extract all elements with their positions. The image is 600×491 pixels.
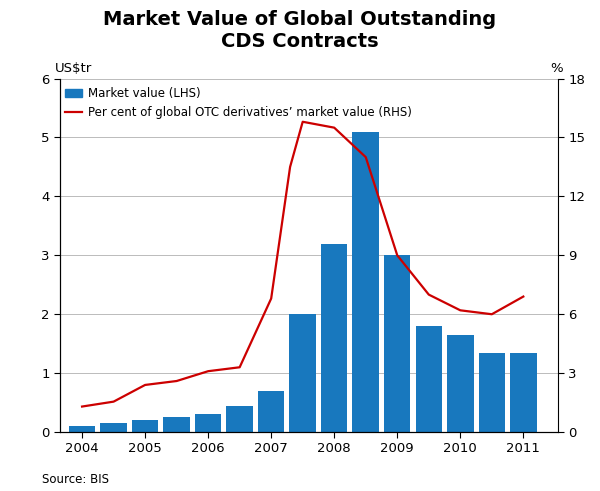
Bar [510,353,536,432]
Bar [384,255,410,432]
Bar [416,326,442,432]
Text: %: % [550,62,563,75]
Bar [163,417,190,432]
Text: US$tr: US$tr [55,62,92,75]
Bar [132,420,158,432]
Bar [289,314,316,432]
Bar [321,244,347,432]
Bar [69,426,95,432]
Legend: Market value (LHS), Per cent of global OTC derivatives’ market value (RHS): Market value (LHS), Per cent of global O… [60,82,417,123]
Bar [447,335,473,432]
Text: Source: BIS: Source: BIS [42,473,109,486]
Text: Market Value of Global Outstanding
CDS Contracts: Market Value of Global Outstanding CDS C… [103,10,497,51]
Bar [226,406,253,432]
Bar [258,391,284,432]
Bar [479,353,505,432]
Bar [195,414,221,432]
Bar [100,423,127,432]
Bar [352,132,379,432]
